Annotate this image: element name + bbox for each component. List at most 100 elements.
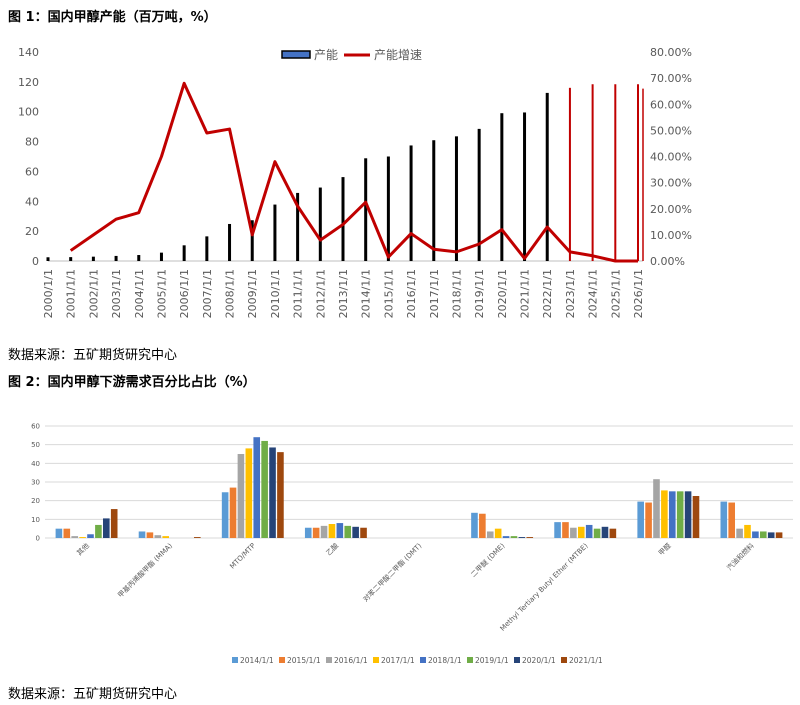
x-tick-label: 2017/1/1 bbox=[428, 269, 441, 318]
bar-2019-1-1 bbox=[344, 525, 352, 538]
bar-capacity bbox=[614, 84, 617, 261]
bar-2021-1-1 bbox=[609, 528, 617, 538]
bar-2017-1-1 bbox=[328, 524, 336, 538]
legend-swatch bbox=[232, 657, 238, 663]
bar-2014-1-1 bbox=[471, 512, 478, 538]
bar-capacity bbox=[364, 158, 368, 261]
y-tick-label: 60 bbox=[31, 423, 40, 431]
capacity-chart: 0 20 40 60 80 100 120 140 0.00% 10.00% 20.00% 30.00… bbox=[18, 46, 692, 318]
bar-capacity bbox=[182, 245, 186, 261]
x-tick-label: 二甲醚 (DME) bbox=[469, 541, 507, 579]
legend-swatch bbox=[561, 657, 567, 663]
bar-2018-1-1 bbox=[585, 524, 593, 538]
legend-swatch bbox=[326, 657, 332, 663]
bar-2015-1-1 bbox=[479, 513, 486, 538]
bar-capacity bbox=[432, 140, 436, 261]
x-tick-label: 其他 bbox=[75, 541, 91, 557]
y2-tick-label: 20.00% bbox=[650, 203, 692, 216]
demand-chart: 0 10 20 30 40 50 60 其他 甲基丙烯酸甲酯 (MMA) MTO/MTP 乙酸 对苯二… bbox=[31, 423, 793, 665]
bar-2020-1-1 bbox=[352, 526, 359, 538]
bar-capacity bbox=[454, 136, 458, 261]
x-tick-label: 2004/1/1 bbox=[133, 269, 146, 318]
bar-capacity bbox=[386, 156, 390, 261]
bar-2014-1-1 bbox=[221, 492, 229, 538]
bar-2017-1-1 bbox=[661, 490, 668, 538]
bar-2021-1-1 bbox=[526, 537, 534, 538]
x-tick-label: 2003/1/1 bbox=[110, 269, 123, 318]
bar-2019-1-1 bbox=[593, 528, 601, 538]
y-tick-label: 20 bbox=[31, 497, 40, 505]
bar-2021-1-1 bbox=[360, 527, 367, 538]
x-tick-label: 2014/1/1 bbox=[360, 269, 373, 318]
x-tick-label: 2013/1/1 bbox=[337, 269, 350, 318]
bar-capacity bbox=[91, 256, 95, 261]
bar-capacity bbox=[545, 92, 549, 261]
bar-capacity bbox=[318, 187, 322, 261]
y2-tick-label: 0.00% bbox=[650, 255, 685, 268]
bar-capacity bbox=[568, 87, 571, 261]
legend-label: 2016/1/1 bbox=[334, 656, 368, 665]
bar-capacity bbox=[296, 192, 300, 261]
y2-tick-label: 60.00% bbox=[650, 98, 692, 111]
y-tick-label: 100 bbox=[18, 106, 39, 119]
bar-2015-1-1 bbox=[562, 522, 569, 538]
bar-capacity bbox=[205, 236, 209, 261]
bar-2014-1-1 bbox=[554, 522, 561, 538]
bar-2020-1-1 bbox=[767, 532, 775, 538]
legend-swatch bbox=[420, 657, 426, 663]
bar-2015-1-1 bbox=[312, 527, 320, 538]
x-tick-label: 2011/1/1 bbox=[292, 269, 305, 318]
bar-capacity bbox=[591, 84, 594, 261]
bar-2014-1-1 bbox=[304, 527, 312, 538]
figure2-source: 数据来源：五矿期货研究中心 bbox=[8, 687, 178, 702]
x-tick-label: 2000/1/1 bbox=[42, 269, 55, 318]
bar-2014-1-1 bbox=[720, 501, 728, 538]
bar-2021-1-1 bbox=[110, 509, 118, 538]
y-tick-label: 40 bbox=[31, 460, 40, 468]
bar-2020-1-1 bbox=[684, 491, 692, 538]
bar-2018-1-1 bbox=[336, 523, 344, 538]
y2-tick-label: 80.00% bbox=[650, 46, 692, 59]
bar-2019-1-1 bbox=[676, 491, 684, 538]
bar-capacity bbox=[273, 204, 277, 261]
y-tick-label: 50 bbox=[31, 441, 40, 449]
x-tick-label: 甲醛 bbox=[656, 541, 672, 557]
bar-2019-1-1 bbox=[759, 531, 767, 538]
bar-capacity bbox=[477, 128, 481, 261]
bar-2017-1-1 bbox=[79, 537, 86, 538]
bar-2018-1-1 bbox=[668, 491, 676, 538]
bar-capacity bbox=[341, 177, 345, 261]
y2-tick-label: 30.00% bbox=[650, 177, 692, 190]
legend-label-growth: 产能增速 bbox=[374, 48, 422, 62]
x-tick-label: 2009/1/1 bbox=[246, 269, 259, 318]
figure2-title: 图 2：国内甲醇下游需求百分比占比（%） bbox=[8, 375, 256, 390]
bar-2021-1-1 bbox=[194, 537, 201, 538]
x-tick-label: 2019/1/1 bbox=[473, 269, 486, 318]
bar-capacity bbox=[409, 145, 413, 261]
y-tick-label: 60 bbox=[25, 165, 39, 178]
x-tick-label: 2022/1/1 bbox=[541, 269, 554, 318]
bar-2014-1-1 bbox=[138, 531, 146, 538]
y-tick-label: 0 bbox=[36, 535, 40, 543]
bar-2018-1-1 bbox=[87, 534, 94, 538]
x-tick-label: 2005/1/1 bbox=[155, 269, 168, 318]
legend-label: 2015/1/1 bbox=[287, 656, 321, 665]
bar-2015-1-1 bbox=[63, 528, 71, 538]
bar-2015-1-1 bbox=[645, 502, 652, 538]
bar-2018-1-1 bbox=[253, 437, 261, 538]
bar-capacity bbox=[250, 220, 254, 261]
bar-capacity bbox=[523, 112, 527, 261]
x-tick-label: 2025/1/1 bbox=[609, 269, 622, 318]
bar-2017-1-1 bbox=[744, 524, 751, 538]
bar-2016-1-1 bbox=[570, 527, 577, 538]
y-tick-label: 40 bbox=[25, 195, 39, 208]
legend-label: 2019/1/1 bbox=[475, 656, 509, 665]
bar-2016-1-1 bbox=[154, 535, 162, 538]
bar-2014-1-1 bbox=[637, 501, 644, 538]
y2-tick-label: 10.00% bbox=[650, 229, 692, 242]
bar-2019-1-1 bbox=[95, 524, 102, 538]
x-tick-label: 2006/1/1 bbox=[178, 269, 191, 318]
y-tick-label: 10 bbox=[31, 516, 40, 524]
y2-tick-label: 50.00% bbox=[650, 124, 692, 137]
bar-capacity bbox=[114, 255, 118, 261]
